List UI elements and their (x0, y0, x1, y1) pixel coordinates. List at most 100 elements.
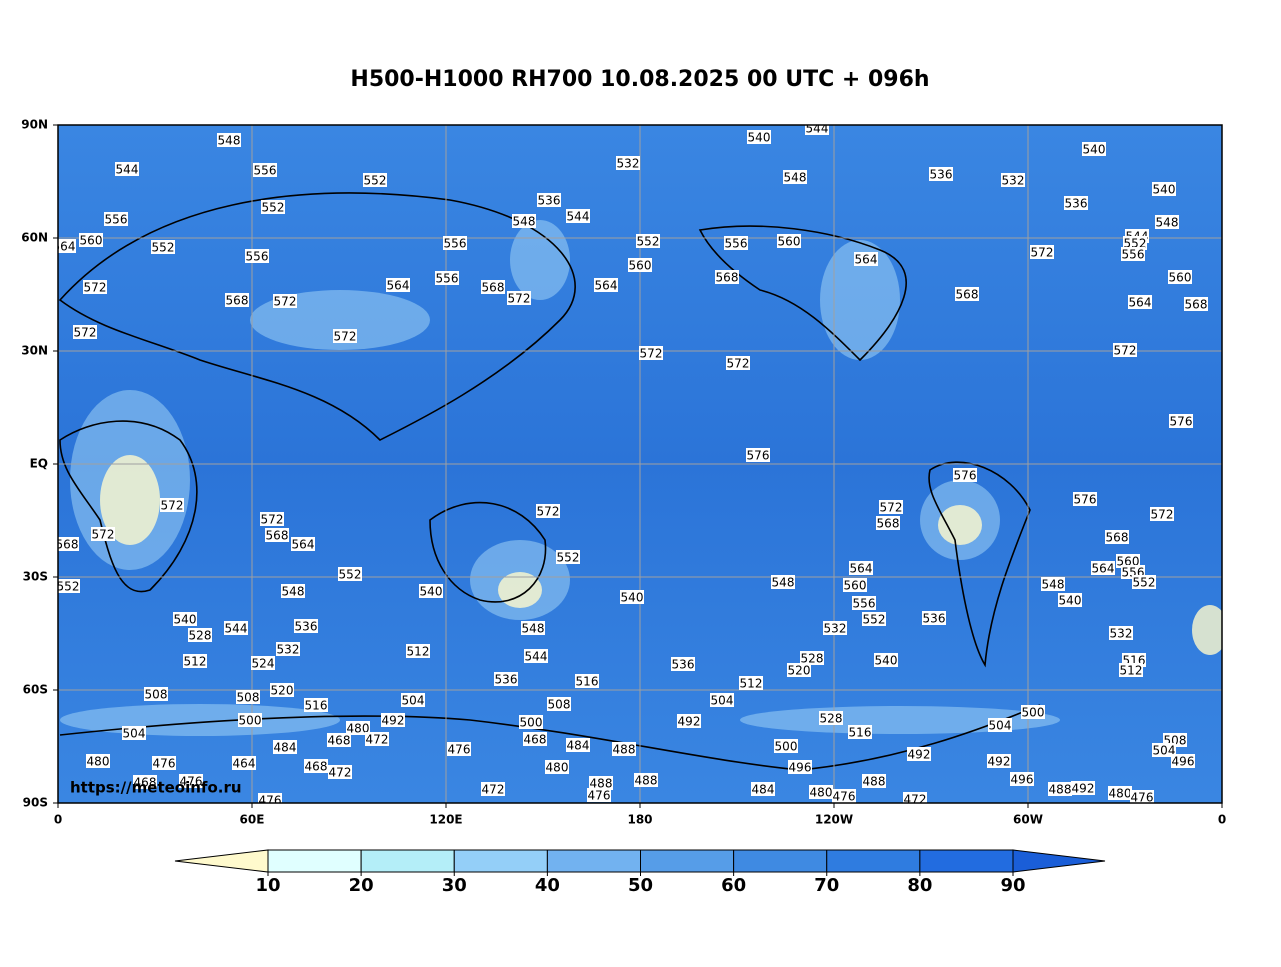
contour-label-box (903, 792, 927, 803)
contour-label: 552 (339, 568, 362, 582)
contour-label-box (273, 740, 297, 754)
contour-label: 520 (788, 664, 811, 678)
contour-label: 472 (366, 733, 389, 747)
contour-label-box (512, 214, 536, 228)
contour-label-box (481, 280, 505, 294)
contour-label: 512 (1120, 664, 1143, 678)
contour-label: 556 (254, 164, 277, 178)
contour-label-box (122, 726, 146, 740)
contour-label-box (251, 656, 275, 670)
contour-label-box (1041, 577, 1065, 591)
contour-label-box (848, 725, 872, 739)
watermark: https://meteoinfo.ru (70, 779, 242, 797)
contour-label: 472 (904, 793, 927, 807)
contour-label-box (1113, 343, 1137, 357)
contour-label-box (715, 270, 739, 284)
contour-label-box (751, 782, 775, 796)
contour-label-box (58, 537, 79, 551)
contour-label-box (566, 738, 590, 752)
contour-label-box (435, 271, 459, 285)
contour-label-box (879, 500, 903, 514)
contour-label-box (832, 789, 856, 803)
contour-label: 556 (105, 213, 128, 227)
colorbar-tick-label: 60 (721, 875, 746, 896)
colorbar-tick-label: 10 (255, 875, 280, 896)
contour-label: 572 (727, 357, 750, 371)
contour-label-box (774, 739, 798, 753)
contour-label-box (843, 578, 867, 592)
contour-label-box (1123, 236, 1147, 250)
colorbar-tick-label: 90 (1000, 875, 1025, 896)
contour-label-box (907, 747, 931, 761)
contour-label: 544 (806, 122, 829, 136)
contour-label-box (291, 537, 315, 551)
contour-label: 504 (123, 727, 146, 741)
colorbar-bin (453, 849, 548, 873)
contour-label-box (1073, 492, 1097, 506)
contour-label: 540 (1083, 143, 1106, 157)
contour-label-box (327, 733, 351, 747)
contour-label: 572 (334, 330, 357, 344)
contour-label-box (1109, 626, 1133, 640)
contour-label: 564 (1092, 562, 1115, 576)
y-axis-label: 30S (23, 570, 48, 584)
contour-label-box (953, 468, 977, 482)
contour-label: 572 (640, 347, 663, 361)
contour-label: 568 (482, 281, 505, 295)
contour-label: 528 (801, 652, 824, 666)
x-axis-label: 120E (429, 813, 462, 827)
contour-label-box (587, 788, 611, 802)
contour-label-box (1001, 173, 1025, 187)
contour-label-box (1048, 782, 1072, 796)
contour-label-box (1064, 196, 1088, 210)
contour-label-box (1130, 790, 1154, 803)
contour-label-box (1152, 743, 1176, 757)
contour-label: 540 (1059, 594, 1082, 608)
contour-label-box (338, 567, 362, 581)
contour-label: 484 (567, 739, 590, 753)
contour-label: 492 (908, 748, 931, 762)
contour-label: 536 (672, 658, 695, 672)
contour-label-box (91, 527, 115, 541)
contour-label-box (547, 697, 571, 711)
y-axis-label: 30N (21, 344, 48, 358)
contour-label: 468 (524, 733, 547, 747)
contour-label-box (258, 793, 282, 803)
contour-label: 544 (567, 210, 590, 224)
contour-label: 572 (1031, 246, 1054, 260)
contour-label: 552 (557, 551, 580, 565)
contour-label: 472 (482, 783, 505, 797)
contour-label: 576 (747, 449, 770, 463)
contour-label-box (639, 346, 663, 360)
y-axis-label: 60S (23, 683, 48, 697)
contour-label-box (217, 133, 241, 147)
contour-label-box (494, 672, 518, 686)
contour-label-box (1021, 705, 1045, 719)
contour-label: 548 (784, 171, 807, 185)
contour-label: 500 (775, 740, 798, 754)
x-axis-label: 180 (627, 813, 652, 827)
y-axis-label: 90N (21, 118, 48, 132)
contour-label-box (58, 579, 80, 593)
contour-label: 516 (576, 675, 599, 689)
colorbar-bin (826, 849, 921, 873)
contour-label: 464 (233, 757, 256, 771)
colorbar-extend-min (174, 849, 269, 873)
contour-label-box (152, 756, 176, 770)
contour-label: 520 (271, 684, 294, 698)
contour-label: 508 (548, 698, 571, 712)
contour-label-box (1119, 663, 1143, 677)
contour-label-box (245, 249, 269, 263)
contour-label-box (447, 742, 471, 756)
contour-label-box (1168, 270, 1192, 284)
contour-label: 536 (923, 612, 946, 626)
contour-label: 572 (274, 295, 297, 309)
contour-label: 532 (617, 157, 640, 171)
contour-label-box (922, 611, 946, 625)
contour-label: 572 (537, 505, 560, 519)
contour-label-box (238, 713, 262, 727)
contour-label-box (1105, 530, 1129, 544)
contour-label-box (523, 732, 547, 746)
contour-label: 552 (637, 235, 660, 249)
contour-label-box (236, 690, 260, 704)
